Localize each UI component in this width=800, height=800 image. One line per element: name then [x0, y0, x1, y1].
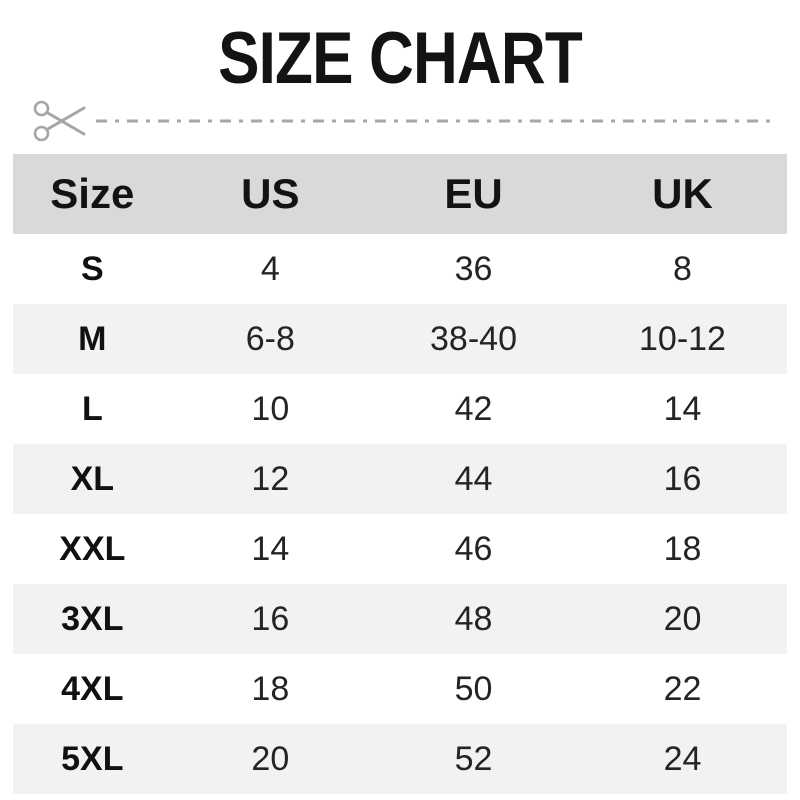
- cell-us: 12: [251, 459, 290, 498]
- cut-line: [32, 98, 772, 144]
- cell-size: XXL: [59, 529, 126, 568]
- cell-size: L: [81, 389, 103, 428]
- table-row: S 4 36 8: [13, 234, 787, 304]
- table-row: XL 12 44 16: [13, 444, 787, 514]
- cell-us: 20: [251, 739, 290, 778]
- cell-us: 4: [260, 249, 280, 288]
- cell-uk: 22: [663, 669, 702, 708]
- cell-uk: 8: [673, 249, 692, 288]
- column-header-eu: EU: [369, 154, 578, 234]
- cell-eu: 50: [454, 669, 493, 708]
- cell-eu: 52: [454, 739, 493, 778]
- scissors-icon: [33, 100, 86, 142]
- table-row: L 10 42 14: [13, 374, 787, 444]
- cell-size: 5XL: [61, 739, 124, 778]
- cell-eu: 48: [454, 599, 493, 638]
- cell-uk: 10-12: [639, 319, 726, 358]
- cell-eu: 44: [454, 459, 493, 498]
- cell-eu: 42: [454, 389, 493, 428]
- cell-us: 6-8: [245, 319, 295, 358]
- cell-eu: 36: [454, 249, 493, 288]
- cell-size: XL: [70, 459, 115, 498]
- cell-uk: 14: [663, 389, 702, 428]
- cell-size: 3XL: [61, 599, 124, 638]
- cell-eu: 38-40: [430, 319, 517, 358]
- cell-uk: 24: [663, 739, 702, 778]
- cell-size: M: [78, 319, 107, 358]
- cell-us: 16: [251, 599, 290, 638]
- cell-size: S: [80, 249, 104, 288]
- cell-uk: 16: [663, 459, 702, 498]
- cell-uk: 20: [663, 599, 702, 638]
- size-chart-table: Size US EU UK S 4 36 8 M 6-8 38-40 10-12…: [13, 154, 787, 794]
- cell-size: 4XL: [61, 669, 124, 708]
- column-header-uk: UK: [577, 154, 787, 234]
- cell-us: 10: [251, 389, 290, 428]
- table-row: M 6-8 38-40 10-12: [13, 304, 787, 374]
- table-row: 4XL 18 50 22: [13, 654, 787, 724]
- header-row: Size US EU UK: [13, 154, 787, 234]
- cell-us: 18: [251, 669, 290, 708]
- table-row: 3XL 16 48 20: [13, 584, 787, 654]
- table-row: XXL 14 46 18: [13, 514, 787, 584]
- cell-uk: 18: [663, 529, 702, 568]
- page-title: SIZE CHART: [0, 22, 800, 96]
- size-chart-title: SIZE CHART: [218, 18, 583, 99]
- cell-us: 14: [251, 529, 290, 568]
- column-header-size: Size: [13, 154, 172, 234]
- table-row: 5XL 20 52 24: [13, 724, 787, 794]
- column-header-us: US: [171, 154, 370, 234]
- cell-eu: 46: [454, 529, 493, 568]
- cut-dash-line: [96, 119, 772, 123]
